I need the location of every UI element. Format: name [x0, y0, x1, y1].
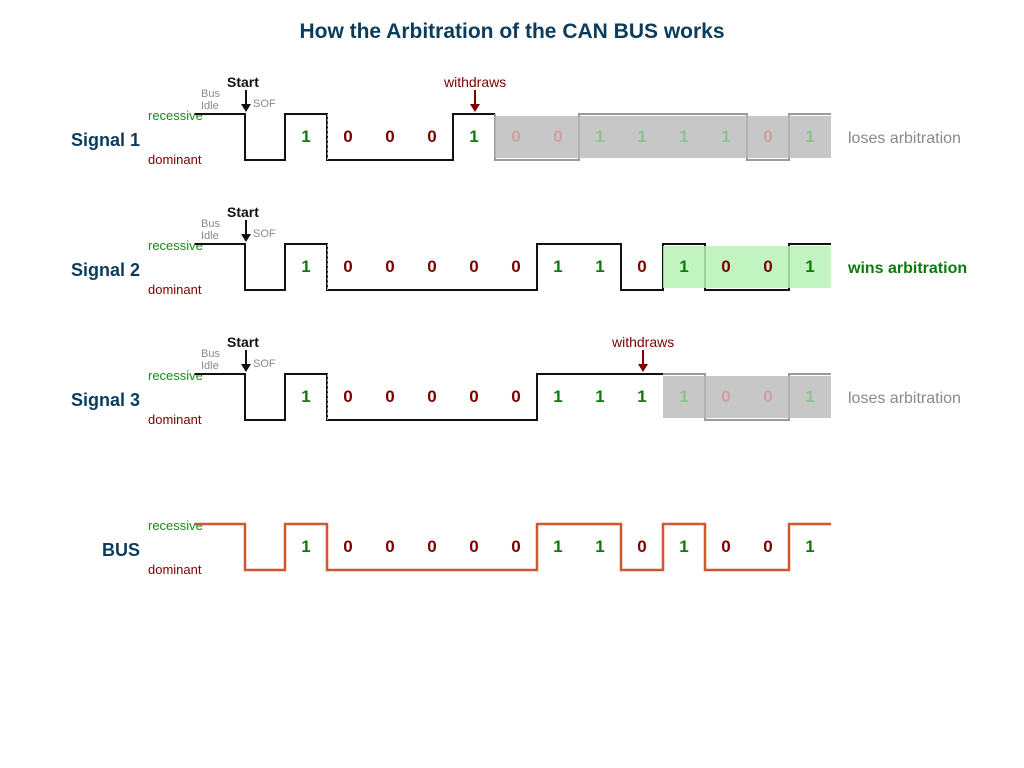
- bit-value: 0: [623, 257, 661, 277]
- signal-row-2: Signal 3recessivedominant1000001111001St…: [0, 340, 1024, 460]
- bit-value: 0: [749, 127, 787, 147]
- sof-label: SOF: [253, 98, 276, 110]
- dominant-label: dominant: [148, 562, 201, 577]
- start-arrow-icon: [239, 350, 253, 378]
- bit-value: 0: [371, 257, 409, 277]
- bit-value: 1: [539, 387, 577, 407]
- sof-divider: [327, 114, 328, 160]
- bit-value: 0: [413, 257, 451, 277]
- row-label: Signal 1: [30, 130, 140, 151]
- start-arrow-icon: [239, 220, 253, 248]
- bit-value: 1: [581, 537, 619, 557]
- bit-value: 0: [413, 127, 451, 147]
- sof-divider: [327, 244, 328, 290]
- bit-value: 1: [665, 387, 703, 407]
- bit-value: 1: [791, 387, 829, 407]
- page-title: How the Arbitration of the CAN BUS works: [0, 20, 1024, 44]
- bit-value: 0: [707, 257, 745, 277]
- bit-value: 0: [623, 537, 661, 557]
- bit-value: 0: [371, 127, 409, 147]
- dominant-label: dominant: [148, 152, 201, 167]
- result-label: loses arbitration: [848, 390, 961, 408]
- start-label: Start: [227, 334, 259, 350]
- withdraws-label: withdraws: [444, 74, 506, 90]
- bit-value: 0: [539, 127, 577, 147]
- sof-label: SOF: [253, 228, 276, 240]
- bit-value: 1: [581, 257, 619, 277]
- sof-divider: [327, 374, 328, 420]
- bit-value: 1: [707, 127, 745, 147]
- bit-value: 1: [623, 127, 661, 147]
- bit-value: 0: [413, 537, 451, 557]
- signal-row-1: Signal 2recessivedominant1000001101001St…: [0, 210, 1024, 330]
- result-label: loses arbitration: [848, 130, 961, 148]
- bit-value: 1: [791, 257, 829, 277]
- dominant-label: dominant: [148, 412, 201, 427]
- row-label: Signal 2: [30, 260, 140, 281]
- dominant-label: dominant: [148, 282, 201, 297]
- withdraws-arrow-icon: [468, 90, 482, 118]
- bit-value: 0: [455, 537, 493, 557]
- bit-value: 1: [287, 257, 325, 277]
- bit-value: 0: [413, 387, 451, 407]
- bit-value: 1: [539, 257, 577, 277]
- bit-value: 0: [371, 537, 409, 557]
- bit-value: 1: [539, 537, 577, 557]
- bit-value: 0: [707, 537, 745, 557]
- bit-value: 1: [791, 537, 829, 557]
- bit-value: 1: [665, 537, 703, 557]
- bit-value: 0: [749, 537, 787, 557]
- bit-value: 0: [455, 387, 493, 407]
- bus-idle-label: Bus Idle: [201, 348, 220, 372]
- bus-idle-label: Bus Idle: [201, 218, 220, 242]
- bit-value: 1: [665, 257, 703, 277]
- bit-value: 0: [707, 387, 745, 407]
- bit-value: 0: [371, 387, 409, 407]
- bus-idle-label: Bus Idle: [201, 88, 220, 112]
- bit-value: 1: [581, 387, 619, 407]
- bit-value: 1: [791, 127, 829, 147]
- row-label: Signal 3: [30, 390, 140, 411]
- withdraws-label: withdraws: [612, 334, 674, 350]
- withdraws-arrow-icon: [636, 350, 650, 378]
- bit-value: 0: [329, 257, 367, 277]
- bit-value: 0: [497, 127, 535, 147]
- result-label: wins arbitration: [848, 260, 967, 278]
- bit-value: 1: [287, 387, 325, 407]
- start-label: Start: [227, 74, 259, 90]
- bit-value: 0: [749, 257, 787, 277]
- signal-row-0: Signal 1recessivedominant1000100111101St…: [0, 80, 1024, 200]
- start-label: Start: [227, 204, 259, 220]
- signal-row-3: BUSrecessivedominant1000001101001: [0, 490, 1024, 610]
- bit-value: 0: [497, 537, 535, 557]
- bit-value: 0: [329, 127, 367, 147]
- bit-value: 0: [497, 257, 535, 277]
- bit-value: 1: [287, 127, 325, 147]
- bit-value: 1: [623, 387, 661, 407]
- bit-value: 1: [287, 537, 325, 557]
- bit-value: 1: [581, 127, 619, 147]
- bit-value: 1: [455, 127, 493, 147]
- bit-value: 0: [497, 387, 535, 407]
- bit-value: 0: [749, 387, 787, 407]
- row-label: BUS: [30, 540, 140, 561]
- bit-value: 0: [329, 387, 367, 407]
- bit-value: 0: [329, 537, 367, 557]
- sof-label: SOF: [253, 358, 276, 370]
- start-arrow-icon: [239, 90, 253, 118]
- bit-value: 1: [665, 127, 703, 147]
- bit-value: 0: [455, 257, 493, 277]
